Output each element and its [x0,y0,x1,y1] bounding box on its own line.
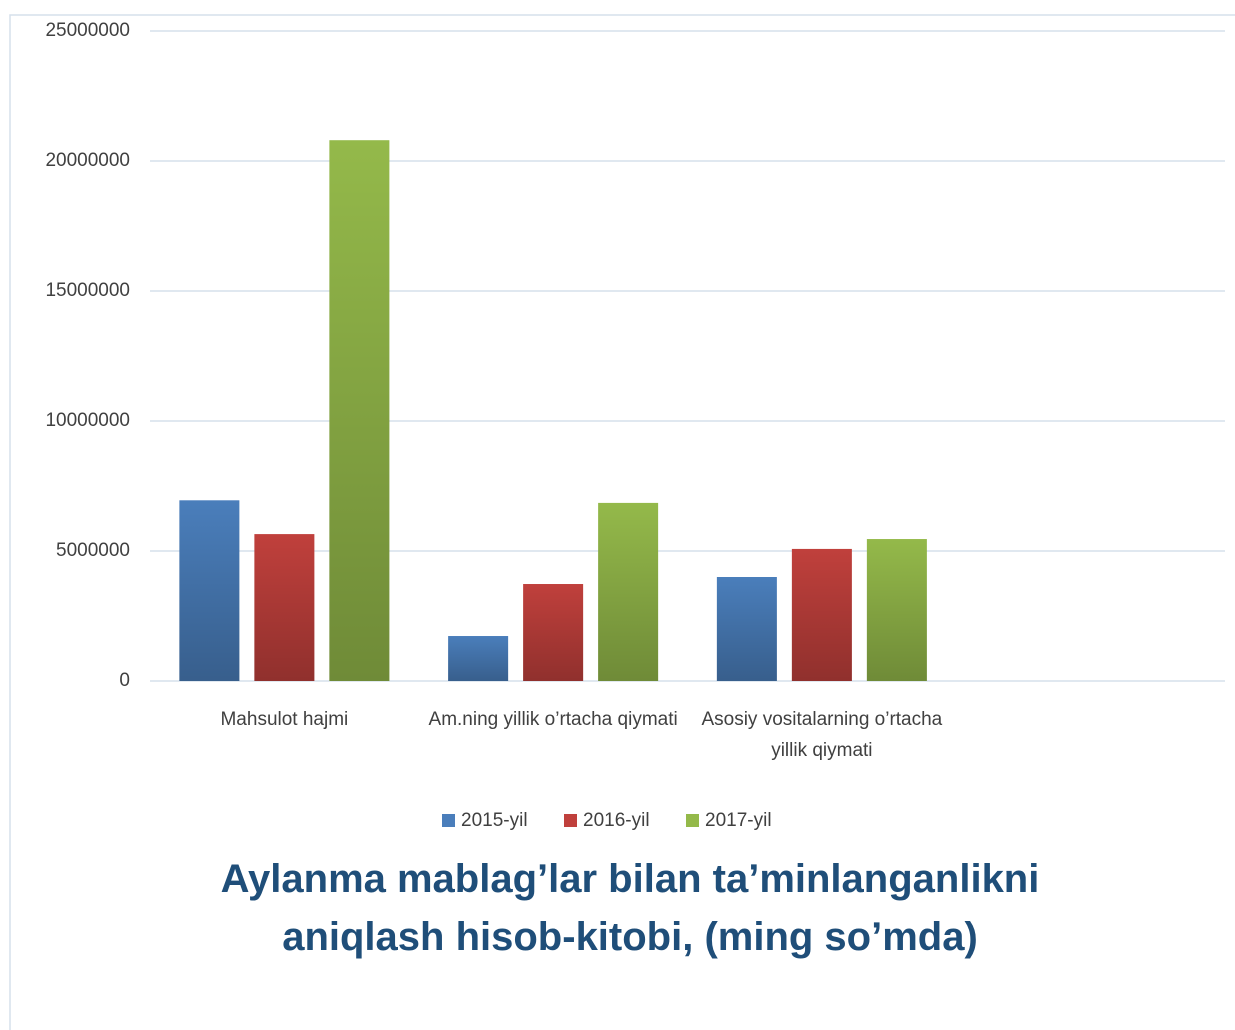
bar-shade [791,548,852,681]
bar-shade [598,502,659,681]
y-tick-label: 10000000 [45,410,130,431]
y-tick-label: 20000000 [45,150,130,171]
bar-shade [523,584,584,681]
x-tick-label: Asosiy vositalarning o’rtacha yillik qiy… [701,709,943,761]
frame [9,14,1235,1030]
legend-label: 2015-yil [461,810,528,831]
bar-shade [254,534,315,681]
legend-swatch [442,814,455,827]
legend-swatch [686,814,699,827]
x-tick-label: Am.ning yillik o’rtacha qiymati [428,709,678,730]
bar-shade [329,140,390,681]
bar-shade [448,636,509,681]
y-tick-label: 0 [119,670,130,691]
legend-label: 2017-yil [705,810,772,831]
chart-title: Aylanma mablag’lar bilan ta’minlanganlik… [220,857,1040,959]
bar-shade [716,577,777,681]
legend-label: 2016-yil [583,810,650,831]
x-tick-label: Mahsulot hajmi [220,709,349,730]
y-tick-label: 25000000 [45,20,130,41]
y-tick-label: 15000000 [45,280,130,301]
y-tick-label: 5000000 [56,540,130,561]
bar-shade [179,500,240,681]
legend-swatch [564,814,577,827]
bar-shade [866,539,927,681]
